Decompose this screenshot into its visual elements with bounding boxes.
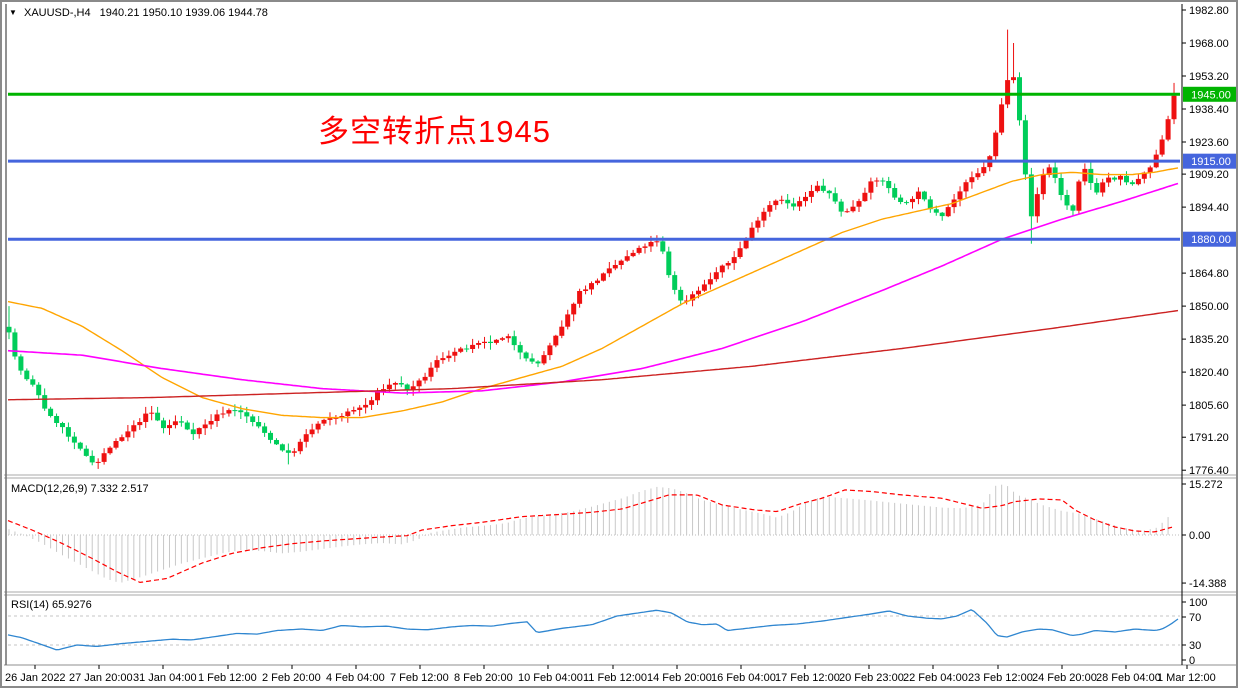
svg-text:2 Feb 20:00: 2 Feb 20:00 [262, 672, 321, 684]
svg-text:0.00: 0.00 [1189, 530, 1210, 542]
macd-axis[interactable]: 15.272 0.00 -14.388 [1182, 479, 1226, 590]
panel-separators [4, 4, 1236, 666]
svg-text:1894.40: 1894.40 [1189, 202, 1229, 214]
svg-text:1945.00: 1945.00 [1191, 89, 1231, 101]
svg-text:-14.388: -14.388 [1189, 578, 1226, 590]
svg-text:10 Feb 04:00: 10 Feb 04:00 [518, 672, 583, 684]
svg-text:8 Feb 20:00: 8 Feb 20:00 [454, 672, 513, 684]
svg-text:1915.00: 1915.00 [1191, 156, 1231, 168]
svg-text:28 Feb 04:00: 28 Feb 04:00 [1096, 672, 1161, 684]
price-badge-1945.00 [1183, 86, 1236, 102]
svg-text:31 Jan 04:00: 31 Jan 04:00 [133, 672, 197, 684]
svg-text:27 Jan 20:00: 27 Jan 20:00 [69, 672, 133, 684]
svg-text:26 Jan 2022: 26 Jan 2022 [5, 672, 66, 684]
chart-title: ▼ XAUUSD-,H4 1940.21 1950.10 1939.06 194… [9, 7, 274, 19]
svg-text:24 Feb 20:00: 24 Feb 20:00 [1032, 672, 1097, 684]
svg-text:1 Mar 12:00: 1 Mar 12:00 [1157, 672, 1216, 684]
svg-text:1 Feb 12:00: 1 Feb 12:00 [198, 672, 257, 684]
svg-text:16 Feb 04:00: 16 Feb 04:00 [711, 672, 776, 684]
ohlc-values-label: 1940.21 1950.10 1939.06 1944.78 [99, 7, 268, 19]
svg-text:1791.20: 1791.20 [1189, 432, 1229, 444]
ma-fast-orange-line [7, 167, 1179, 419]
svg-text:15.272: 15.272 [1189, 479, 1223, 491]
symbol-dropdown-icon[interactable]: ▼ [9, 8, 17, 17]
svg-text:1776.40: 1776.40 [1189, 465, 1229, 477]
ma-mid-magenta-line [7, 182, 1179, 394]
svg-text:7 Feb 12:00: 7 Feb 12:00 [390, 672, 449, 684]
svg-text:14 Feb 20:00: 14 Feb 20:00 [647, 672, 712, 684]
price-panel [6, 29, 1180, 469]
svg-text:1968.00: 1968.00 [1189, 38, 1229, 50]
svg-text:1953.20: 1953.20 [1189, 71, 1229, 83]
svg-text:1880.00: 1880.00 [1191, 234, 1231, 246]
svg-text:30: 30 [1189, 640, 1201, 652]
macd-signal-line [7, 489, 1173, 584]
svg-text:1850.00: 1850.00 [1189, 301, 1229, 313]
svg-text:1805.60: 1805.60 [1189, 400, 1229, 412]
svg-text:4 Feb 04:00: 4 Feb 04:00 [326, 672, 385, 684]
price-axis[interactable]: 1982.80 1968.00 1953.20 1938.40 1923.60 1909.… [1182, 5, 1229, 477]
svg-text:1938.40: 1938.40 [1189, 104, 1229, 116]
svg-text:0: 0 [1189, 655, 1195, 667]
macd-panel [7, 484, 1180, 584]
svg-text:22 Feb 04:00: 22 Feb 04:00 [903, 672, 968, 684]
svg-text:1835.20: 1835.20 [1189, 334, 1229, 346]
rsi-indicator-label: RSI(14) 65.9276 [11, 599, 92, 611]
svg-text:1864.80: 1864.80 [1189, 268, 1229, 280]
time-axis[interactable]: 26 Jan 2022 27 Jan 20:00 31 Jan 04:00 1 Feb… [5, 665, 1216, 684]
rsi-line [7, 609, 1179, 651]
symbol-period-label: XAUUSD-,H4 [23, 7, 91, 19]
macd-histogram [8, 484, 1169, 583]
svg-text:1909.20: 1909.20 [1189, 169, 1229, 181]
svg-text:17 Feb 12:00: 17 Feb 12:00 [775, 672, 840, 684]
svg-text:23 Feb 12:00: 23 Feb 12:00 [968, 672, 1033, 684]
svg-text:100: 100 [1189, 597, 1207, 609]
rsi-panel [7, 609, 1180, 651]
price-badge-1880.00 [1183, 231, 1236, 247]
rsi-axis[interactable]: 100 70 30 0 [1182, 597, 1207, 667]
svg-text:11 Feb 12:00: 11 Feb 12:00 [583, 672, 647, 684]
price-badge-1915.00 [1183, 153, 1236, 169]
annotation-text: 多空转折点1945 [318, 114, 551, 149]
svg-text:20 Feb 23:00: 20 Feb 23:00 [839, 672, 904, 684]
svg-text:1923.60: 1923.60 [1189, 137, 1229, 149]
price-line-badges: 1945.00 1915.00 1880.00 [1183, 86, 1236, 247]
svg-text:1820.40: 1820.40 [1189, 367, 1229, 379]
svg-text:1982.80: 1982.80 [1189, 5, 1229, 17]
svg-text:70: 70 [1189, 612, 1201, 624]
ma-slow-darkred-line [7, 309, 1179, 401]
macd-indicator-label: MACD(12,26,9) 7.332 2.517 [11, 483, 149, 495]
